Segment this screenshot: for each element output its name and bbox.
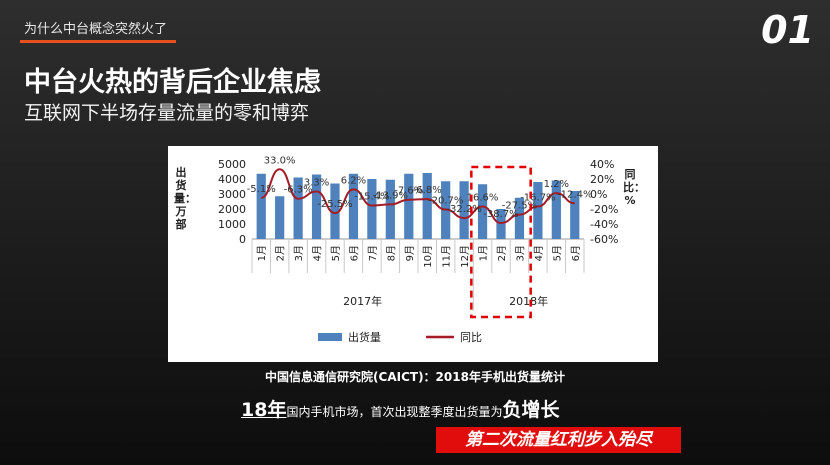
yoy-data-label: -15.4% [354,192,389,203]
shipment-bar [533,182,543,239]
y-tick-label: 0 [239,233,246,246]
headline-year: 18年 [241,399,287,421]
shipment-bar [459,181,469,239]
x-tick-label: 5月 [330,245,342,261]
x-tick-label: 4月 [312,245,324,261]
x-tick-label: 3月 [293,245,305,261]
year-group-label: 2017年 [343,294,382,308]
x-tick-label: 2月 [496,245,508,261]
shipment-bar [477,184,488,239]
x-tick-label: 2月 [275,245,287,261]
headline-emphasis: 负增长 [502,399,560,421]
yoy-data-label: -6.3% [284,185,313,196]
shipment-bar [514,197,525,239]
legend-bar-swatch [318,333,342,341]
y-tick-label: 1000 [218,218,246,231]
x-tick-label: 4月 [533,245,545,261]
yoy-data-label: 16.6% [467,192,499,203]
legend-line-label: 同比 [460,331,482,344]
yoy-data-label: -5.1% [247,184,276,195]
y-tick-label: 4000 [218,173,246,186]
yoy-data-label: -32.2% [446,204,481,215]
x-tick-label: 1月 [478,245,490,261]
yoy-data-label: 3.3% [304,178,329,189]
shipment-bar [404,173,414,239]
chart-canvas: 5000 4000 3000 2000 1000 0 40% 20% 0% -20% -40% -60… [218,155,618,344]
data-source-caption: 中国信息通信研究院(CAICT)：2018年手机出货量统计 [265,370,565,384]
y-axis-label-right: 同比：% [623,168,645,207]
y-tick-label: 2000 [218,203,246,216]
page-number: 01 [761,8,814,52]
x-tick-label: 6月 [570,245,582,261]
y2-tick-label: 40% [590,158,614,171]
yoy-data-label: -16.7% [520,193,555,204]
yoy-data-label: -27.5% [502,201,537,212]
yoy-data-label: -38.7% [483,209,518,220]
yoy-data-label: -6.8% [413,185,442,196]
shipment-bar [330,183,340,239]
yoy-data-label: -12.4% [557,189,592,200]
shipment-bar [256,173,266,239]
y2-tick-label: -60% [590,233,618,246]
x-tick-label: 6月 [348,245,360,261]
y-tick-label: 3000 [218,188,246,201]
shipment-bar [275,196,285,239]
shipment-bar [348,173,359,239]
x-tick-label: 3月 [514,245,526,261]
year-group-label: 2018年 [509,294,548,308]
y-tick-label: 5000 [218,158,246,171]
y2-tick-label: -40% [590,218,618,231]
page-subtitle: 互联网下半场存量流量的零和博弈 [24,102,310,124]
yoy-data-label: -7.6% [394,186,423,197]
shipment-bar [367,179,377,239]
y2-tick-label: -20% [590,203,618,216]
shipment-bar [311,174,322,239]
yoy-data-label: 1.2% [544,179,569,190]
yoy-data-label: -13.9% [373,190,408,201]
yoy-data-label: -20.7% [428,196,463,207]
yoy-data-label: -25.5% [317,199,352,210]
y2-tick-label: 0% [590,188,607,201]
shipment-bar [385,179,395,239]
x-tick-label: 1月 [256,245,268,261]
shipment-bar [293,177,303,239]
yoy-line [260,168,575,225]
section-topic: 为什么中台概念突然火了 [24,22,168,37]
legend-bar-label: 出货量 [348,330,381,344]
topic-underline [20,40,176,43]
q1-highlight-box [470,165,532,319]
x-tick-label: 8月 [385,245,397,261]
page-title: 中台火热的背后企业焦虑 [24,67,321,98]
x-tick-label: 7月 [367,245,379,261]
yoy-data-label: 6.2% [341,175,366,186]
y2-tick-label: 20% [590,173,614,186]
x-tick-label: 10月 [422,245,434,268]
x-tick-label: 9月 [404,245,416,261]
red-banner: 第二次流量红利步入殆尽 [436,427,681,453]
shipment-chart: 出货量：万部 5000 4000 3000 2000 1000 0 40% 20% 0% -20%… [168,146,658,362]
shipment-bar [551,180,561,239]
yoy-data-label: 33.0% [264,155,296,166]
headline-middle: 国内手机市场，首次出现整季度出货量为 [286,405,503,419]
headline-text: 18年国内手机市场，首次出现整季度出货量为负增长 [241,395,559,422]
x-tick-label: 11月 [441,245,453,268]
shipment-bar [570,191,580,239]
x-tick-label: 12月 [459,245,471,268]
shipment-bar [422,173,432,239]
x-tick-label: 5月 [551,245,563,261]
